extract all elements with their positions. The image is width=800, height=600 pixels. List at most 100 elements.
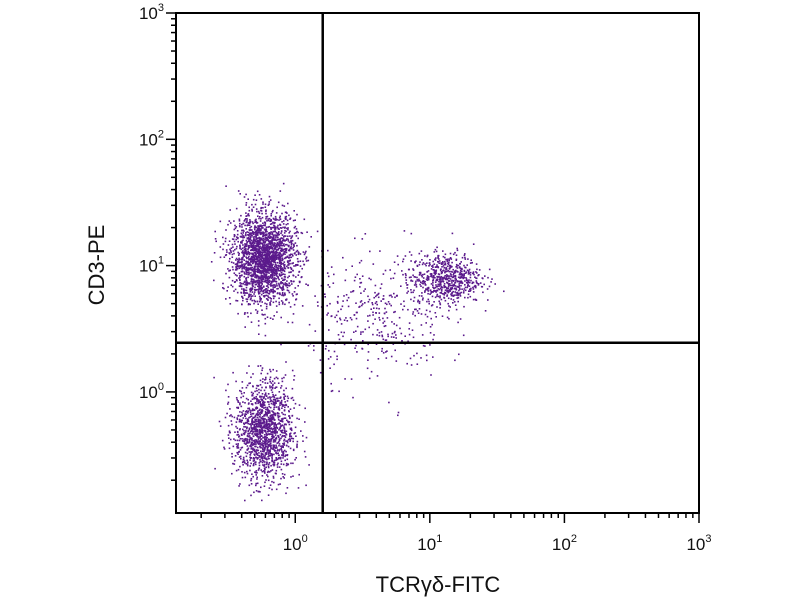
data-point <box>446 287 448 290</box>
data-point <box>246 257 248 260</box>
data-point <box>267 458 270 460</box>
data-point <box>240 457 242 460</box>
data-point <box>256 300 259 303</box>
data-point <box>296 443 298 446</box>
data-point <box>271 428 273 430</box>
data-point <box>384 302 387 305</box>
data-point <box>264 247 266 250</box>
data-point <box>285 464 288 467</box>
data-point <box>378 312 381 314</box>
data-point <box>446 275 448 278</box>
data-point <box>258 422 260 424</box>
data-point <box>267 218 269 220</box>
data-point <box>339 318 342 321</box>
data-point <box>276 397 278 400</box>
data-point <box>259 491 261 493</box>
data-point <box>241 419 243 422</box>
data-point <box>252 475 254 478</box>
data-point <box>308 323 311 326</box>
data-point <box>255 253 257 256</box>
data-point <box>268 293 271 295</box>
data-point <box>448 264 451 267</box>
data-point <box>447 297 450 300</box>
data-point <box>260 206 263 209</box>
data-point <box>275 459 277 461</box>
data-point <box>274 259 276 261</box>
data-point <box>267 440 269 442</box>
data-point <box>276 272 278 274</box>
data-point <box>419 272 422 275</box>
data-point <box>473 285 476 288</box>
data-point <box>376 294 378 296</box>
data-point <box>246 237 249 240</box>
data-point <box>446 259 449 262</box>
data-point <box>463 288 466 290</box>
data-point <box>465 271 468 273</box>
data-point <box>291 293 294 295</box>
data-point <box>270 389 273 391</box>
data-point <box>431 265 433 267</box>
data-point <box>261 443 263 446</box>
data-point <box>258 287 260 289</box>
data-point <box>284 211 287 214</box>
data-point <box>235 443 238 445</box>
data-point <box>260 293 263 296</box>
data-point <box>281 259 284 262</box>
data-point <box>256 482 259 485</box>
data-point <box>260 288 262 291</box>
data-point <box>455 269 457 272</box>
data-point <box>283 425 285 427</box>
data-point <box>258 256 260 258</box>
data-point <box>265 228 267 231</box>
data-point <box>273 278 276 281</box>
data-point <box>229 209 231 211</box>
data-point <box>259 440 261 443</box>
data-point <box>476 282 478 285</box>
data-point <box>424 280 426 283</box>
data-point <box>418 263 421 266</box>
data-point <box>415 308 417 311</box>
data-point <box>471 282 473 285</box>
data-point <box>441 288 443 291</box>
data-point <box>268 259 271 261</box>
data-point <box>273 401 276 404</box>
data-point <box>250 446 253 448</box>
data-point <box>250 249 252 252</box>
data-point <box>466 286 469 289</box>
data-point <box>353 279 356 282</box>
data-point <box>412 300 415 302</box>
data-point <box>256 400 258 403</box>
data-point <box>236 427 239 429</box>
data-point <box>276 464 279 466</box>
data-point <box>223 287 225 290</box>
data-point <box>256 441 259 443</box>
data-point <box>344 378 346 380</box>
data-point <box>256 231 259 234</box>
x-axis-title: TCRγδ-FITC <box>376 572 501 597</box>
data-point <box>279 224 282 226</box>
data-point <box>279 483 281 485</box>
data-point <box>440 271 443 273</box>
data-point <box>264 270 267 272</box>
data-point <box>449 265 452 268</box>
data-point <box>238 261 241 264</box>
data-point <box>256 416 259 419</box>
data-point <box>296 293 298 295</box>
data-point <box>278 443 281 445</box>
data-point <box>328 349 330 352</box>
data-point <box>391 296 393 298</box>
data-point <box>266 446 269 448</box>
data-point <box>264 401 266 404</box>
data-point <box>259 435 261 437</box>
data-point <box>245 215 247 217</box>
data-point <box>286 454 288 457</box>
data-point <box>291 239 294 242</box>
data-point <box>278 257 281 259</box>
data-point <box>435 289 438 292</box>
data-point <box>255 430 257 433</box>
data-point <box>420 250 423 252</box>
data-point <box>257 234 259 236</box>
data-point <box>239 403 241 406</box>
data-point <box>255 396 257 398</box>
data-point <box>234 288 237 291</box>
